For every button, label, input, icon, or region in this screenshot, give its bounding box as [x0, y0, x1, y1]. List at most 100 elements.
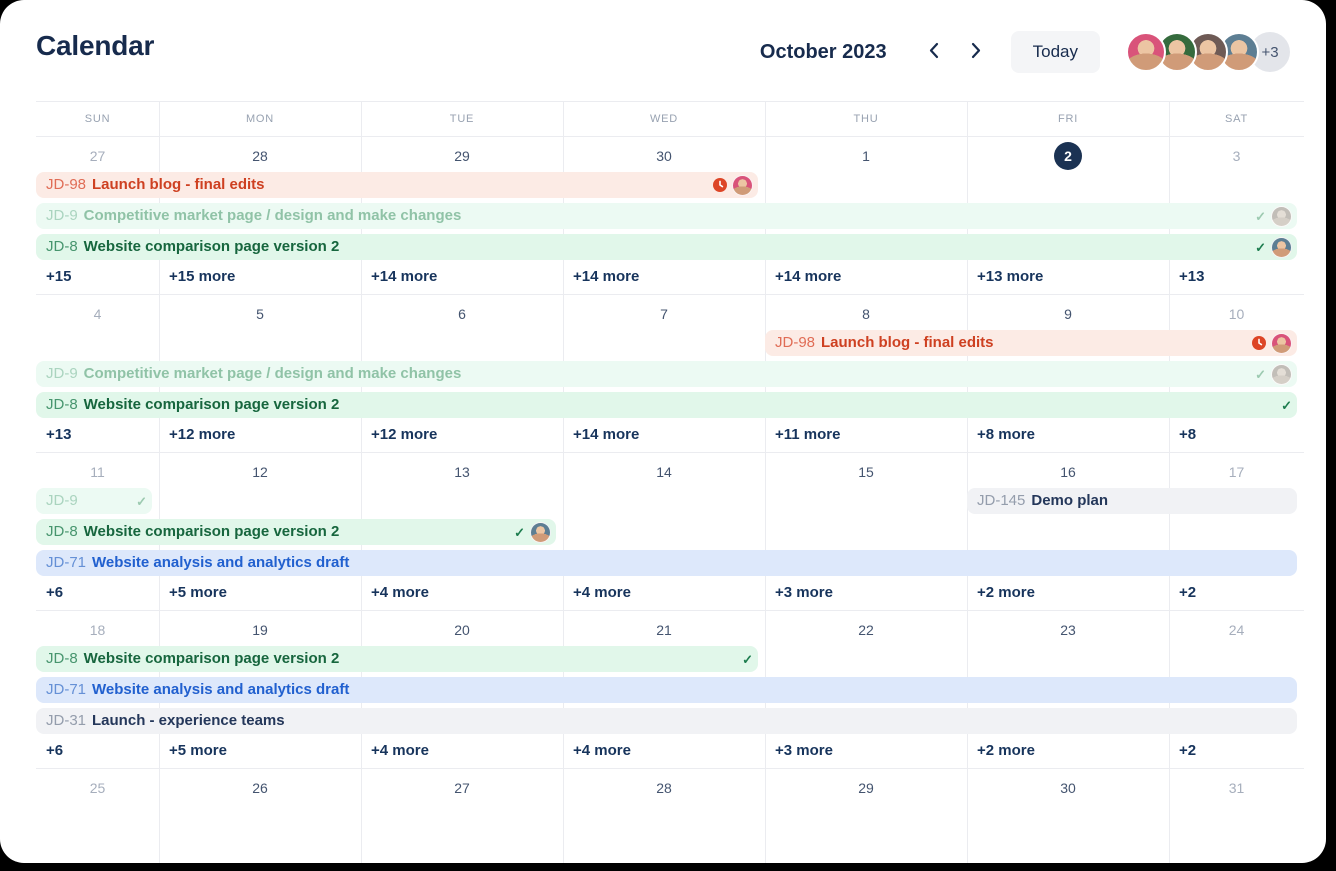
- event-key: JD-9: [46, 207, 78, 224]
- more-events-link[interactable]: +8: [1179, 426, 1197, 443]
- grid-column-divider: [765, 453, 766, 610]
- event-end-icons: ✓: [1255, 234, 1292, 260]
- event-bar[interactable]: JD-31 Launch - experience teams: [36, 708, 1297, 734]
- event-bar[interactable]: JD-9 Competitive market page / design and…: [36, 203, 1297, 229]
- today-button[interactable]: Today: [1010, 31, 1100, 73]
- grid-column-divider: [361, 102, 362, 136]
- grid-column-divider: [967, 102, 968, 136]
- avatar[interactable]: [1126, 32, 1166, 72]
- more-events-link[interactable]: +15: [46, 268, 72, 285]
- more-events-link[interactable]: +13: [46, 426, 72, 443]
- grid-column-divider: [765, 769, 766, 863]
- avatar-overflow-badge[interactable]: +3: [1250, 32, 1290, 72]
- day-header: MON: [245, 113, 275, 125]
- date-number: 3: [1232, 148, 1241, 164]
- event-key: JD-71: [46, 554, 87, 571]
- more-events-link[interactable]: +14 more: [573, 268, 640, 285]
- event-bar[interactable]: JD-145 Demo plan: [967, 488, 1297, 514]
- event-end-icons: ✓: [1255, 361, 1292, 387]
- more-events-link[interactable]: +2 more: [977, 584, 1035, 601]
- more-events-link[interactable]: +3 more: [775, 742, 833, 759]
- event-bar[interactable]: JD-98 Launch blog - final edits: [765, 330, 1297, 356]
- event-key: JD-9: [46, 365, 78, 382]
- event-bar[interactable]: JD-8 Website comparison page version 2 ✓: [36, 646, 758, 672]
- event-end-icons: ✓: [1255, 203, 1292, 229]
- more-events-link[interactable]: +2: [1179, 584, 1197, 601]
- event-title: Website comparison page version 2: [83, 523, 340, 540]
- event-end-icons: ✓: [742, 646, 753, 672]
- event-title: Competitive market page / design and mak…: [83, 365, 462, 382]
- next-month-button[interactable]: [961, 36, 991, 68]
- more-events-link[interactable]: +12 more: [169, 426, 236, 443]
- event-avatar: [1271, 332, 1292, 354]
- date-number: 17: [1228, 464, 1245, 480]
- more-events-link[interactable]: +6: [46, 584, 64, 601]
- date-number: 19: [252, 622, 268, 638]
- day-header: TUE: [449, 113, 475, 125]
- event-bar[interactable]: JD-8 Website comparison page version 2 ✓: [36, 234, 1297, 260]
- avatar-stack: +3: [1126, 32, 1290, 72]
- date-number: 6: [458, 306, 466, 322]
- event-bar[interactable]: JD-71 Website analysis and analytics draf…: [36, 677, 1297, 703]
- event-bar[interactable]: JD-9 ✓: [36, 488, 152, 514]
- event-key: JD-71: [46, 681, 87, 698]
- more-events-link[interactable]: +2 more: [977, 742, 1035, 759]
- event-key: JD-145: [977, 492, 1026, 509]
- more-events-link[interactable]: +3 more: [775, 584, 833, 601]
- day-header: WED: [649, 113, 679, 125]
- date-number: 15: [858, 464, 874, 480]
- more-events-link[interactable]: +15 more: [169, 268, 236, 285]
- date-number: 16: [1060, 464, 1076, 480]
- event-title: Launch blog - final edits: [821, 334, 994, 351]
- avatar[interactable]: [1157, 32, 1197, 72]
- event-bar[interactable]: JD-8 Website comparison page version 2 ✓: [36, 519, 556, 545]
- more-events-link[interactable]: +8 more: [977, 426, 1035, 443]
- more-events-link[interactable]: +12 more: [371, 426, 438, 443]
- date-number: 25: [89, 780, 106, 796]
- more-events-link[interactable]: +11 more: [775, 426, 841, 443]
- check-icon: ✓: [1255, 366, 1266, 382]
- event-bar[interactable]: JD-98 Launch blog - final edits: [36, 172, 758, 198]
- day-header-row: SUN MON TUE WED THU FRI SAT: [36, 102, 1304, 137]
- check-icon: ✓: [742, 651, 753, 667]
- event-bar[interactable]: JD-71 Website analysis and analytics draf…: [36, 550, 1297, 576]
- more-events-link[interactable]: +5 more: [169, 584, 227, 601]
- week-row: 11 12 13 14 15 16 17 JD-9 ✓ JD-145 Demo plan JD-8 We…: [36, 453, 1304, 611]
- more-events-link[interactable]: +6: [46, 742, 64, 759]
- more-events-link[interactable]: +4 more: [573, 584, 631, 601]
- more-events-link[interactable]: +14 more: [775, 268, 842, 285]
- more-events-link[interactable]: +2: [1179, 742, 1197, 759]
- date-number: 23: [1060, 622, 1076, 638]
- check-icon: ✓: [1255, 208, 1266, 224]
- date-number: 26: [252, 780, 268, 796]
- more-events-link[interactable]: +14 more: [573, 426, 640, 443]
- overdue-clock-icon: [713, 178, 727, 192]
- more-events-link[interactable]: +4 more: [371, 742, 429, 759]
- event-bar[interactable]: JD-8 Website comparison page version 2 ✓: [36, 392, 1297, 418]
- more-events-link[interactable]: +14 more: [371, 268, 438, 285]
- grid-column-divider: [1169, 453, 1170, 610]
- event-title: Launch - experience teams: [92, 712, 285, 729]
- grid-column-divider: [159, 102, 160, 136]
- date-number: 11: [90, 464, 105, 480]
- header-controls: October 2023 Today +3: [760, 28, 1290, 76]
- week-row: 27 28 29 30 1 2 3 JD-98 Launch blog - final edit…: [36, 137, 1304, 295]
- date-number: 29: [454, 148, 470, 164]
- date-number: 22: [858, 622, 874, 638]
- more-events-link[interactable]: +5 more: [169, 742, 227, 759]
- more-events-link[interactable]: +4 more: [573, 742, 631, 759]
- event-bar[interactable]: JD-9 Competitive market page / design and…: [36, 361, 1297, 387]
- grid-column-divider: [563, 102, 564, 136]
- event-end-icons: ✓: [136, 488, 147, 514]
- event-key: JD-98: [46, 176, 87, 193]
- prev-month-button[interactable]: [919, 36, 949, 68]
- event-end-icons: ✓: [1281, 392, 1292, 418]
- more-events-link[interactable]: +13 more: [977, 268, 1044, 285]
- more-events-link[interactable]: +4 more: [371, 584, 429, 601]
- event-end-icons: [1252, 330, 1292, 356]
- check-icon: ✓: [136, 493, 147, 509]
- grid-column-divider: [361, 769, 362, 863]
- more-events-link[interactable]: +13: [1179, 268, 1205, 285]
- avatar[interactable]: [1188, 32, 1228, 72]
- date-number: 30: [1060, 780, 1076, 796]
